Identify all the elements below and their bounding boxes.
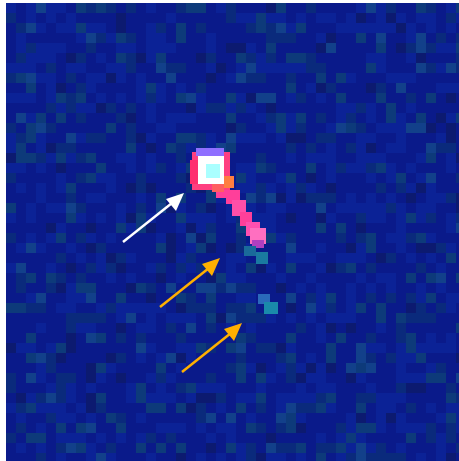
orange-arrow-lower-icon	[181, 323, 242, 373]
faint-knot-lower	[258, 294, 278, 314]
white-arrow-icon	[122, 193, 184, 243]
orange-arrow-upper-icon	[159, 258, 220, 308]
noise-background	[6, 3, 459, 461]
bright-source	[190, 148, 266, 248]
faint-knot-upper	[244, 246, 268, 264]
